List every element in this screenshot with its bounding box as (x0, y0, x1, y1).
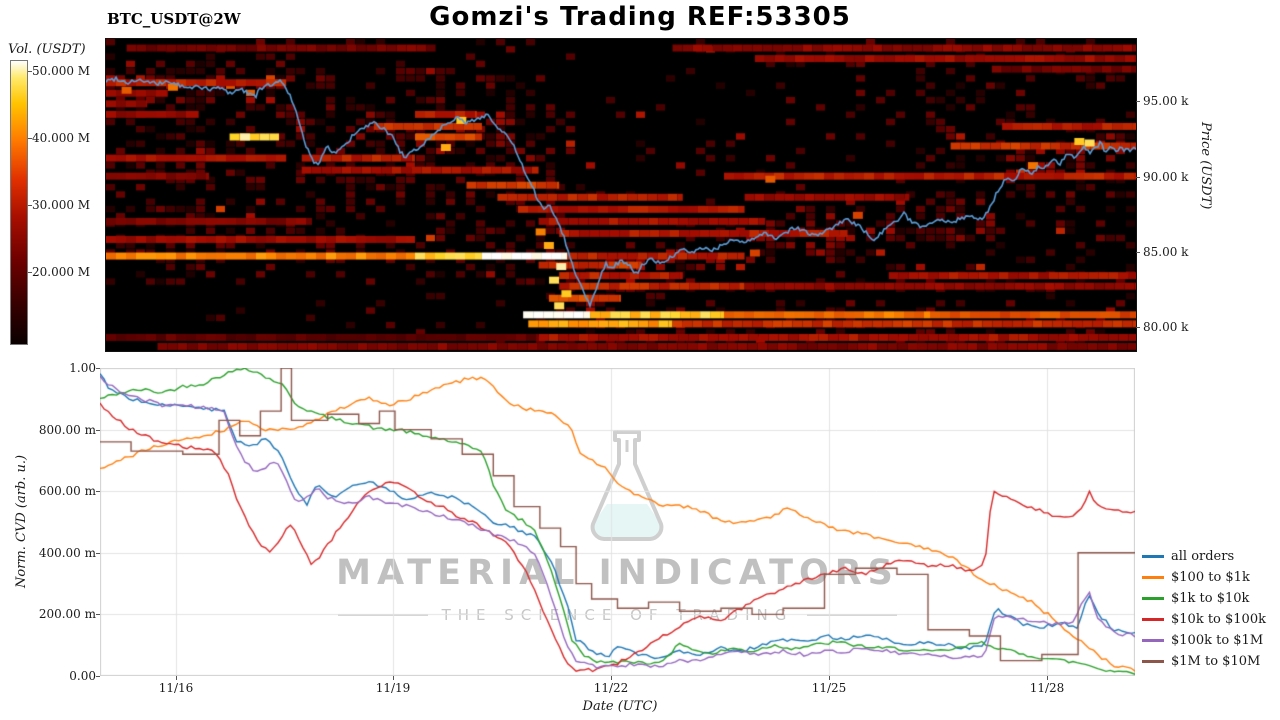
price-tick-2: 85.00 k (1143, 245, 1189, 259)
colorbar-tick-0: 50.000 M (32, 64, 91, 78)
colorbar-tick-1: 40.000 M (32, 131, 91, 145)
date-tickmark-1 (393, 676, 394, 680)
cvd-axis-title: Norm. CVD (arb. u.) (14, 454, 29, 588)
symbol-label: BTC_USDT@2W (107, 10, 241, 28)
date-tickmark-4 (1047, 676, 1048, 680)
cvd-y-tick-5: 0.00 (69, 669, 96, 683)
legend-swatch-5 (1142, 660, 1164, 663)
colorbar-tick-2: 30.000 M (32, 198, 91, 212)
legend-swatch-3 (1142, 618, 1164, 621)
date-tickmark-0 (176, 676, 177, 680)
price-tickmark-3 (1136, 327, 1140, 328)
cvd-y-tickmark-5 (96, 676, 100, 677)
legend-label-4: $100k to $1M (1171, 633, 1264, 648)
price-tickmark-2 (1136, 252, 1140, 253)
date-axis-title: Date (UTC) (582, 699, 658, 714)
price-tickmark-0 (1136, 101, 1140, 102)
cvd-y-tick-2: 600.00 m (38, 484, 96, 498)
date-tick-0: 11/16 (158, 681, 194, 695)
date-tick-1: 11/19 (375, 681, 411, 695)
date-tickmark-3 (829, 676, 830, 680)
colorbar-tickmark-1 (28, 138, 32, 139)
cvd-y-tick-0: 1.00 (69, 361, 96, 375)
cvd-y-tick-3: 400.00 m (38, 546, 96, 560)
colorbar-tickmark-0 (28, 71, 32, 72)
cvd-y-tick-4: 200.00 m (38, 607, 96, 621)
volume-colorbar (10, 60, 28, 345)
price-axis-title: Price (USDT) (1198, 122, 1213, 210)
cvd-y-tickmark-1 (96, 430, 100, 431)
price-tick-0: 95.00 k (1143, 94, 1189, 108)
legend-label-1: $100 to $1k (1171, 570, 1250, 585)
legend-item-0: all orders (1142, 546, 1266, 567)
volume-heatmap-canvas (105, 38, 1137, 352)
date-tickmark-2 (611, 676, 612, 680)
legend-label-0: all orders (1171, 549, 1235, 564)
legend-label-3: $10k to $100k (1171, 612, 1266, 627)
legend-item-4: $100k to $1M (1142, 630, 1266, 651)
legend-item-1: $100 to $1k (1142, 567, 1266, 588)
price-tickmark-1 (1136, 177, 1140, 178)
cvd-y-tickmark-2 (96, 491, 100, 492)
legend-swatch-2 (1142, 597, 1164, 600)
cvd-y-tickmark-3 (96, 553, 100, 554)
legend-swatch-0 (1142, 555, 1164, 558)
page-title: Gomzi's Trading REF:53305 (429, 2, 851, 32)
colorbar-tickmark-2 (28, 205, 32, 206)
legend-swatch-4 (1142, 639, 1164, 642)
cvd-chart-canvas (100, 368, 1135, 676)
price-tick-1: 90.00 k (1143, 170, 1189, 184)
cvd-y-tickmark-4 (96, 614, 100, 615)
date-tick-4: 11/28 (1029, 681, 1065, 695)
legend-swatch-1 (1142, 576, 1164, 579)
date-tick-3: 11/25 (811, 681, 847, 695)
colorbar-tick-3: 20.000 M (32, 265, 91, 279)
legend-item-3: $10k to $100k (1142, 609, 1266, 630)
cvd-y-tickmark-0 (96, 368, 100, 369)
date-tick-2: 11/22 (593, 681, 629, 695)
chart-legend: all orders $100 to $1k $1k to $10k $10k to … (1142, 546, 1266, 672)
colorbar-tickmark-3 (28, 272, 32, 273)
legend-item-5: $1M to $10M (1142, 651, 1266, 672)
legend-item-2: $1k to $10k (1142, 588, 1266, 609)
legend-label-2: $1k to $10k (1171, 591, 1250, 606)
cvd-y-tick-1: 800.00 m (38, 423, 96, 437)
colorbar-title: Vol. (USDT) (8, 42, 86, 57)
legend-label-5: $1M to $10M (1171, 654, 1261, 669)
price-tick-3: 80.00 k (1143, 320, 1189, 334)
